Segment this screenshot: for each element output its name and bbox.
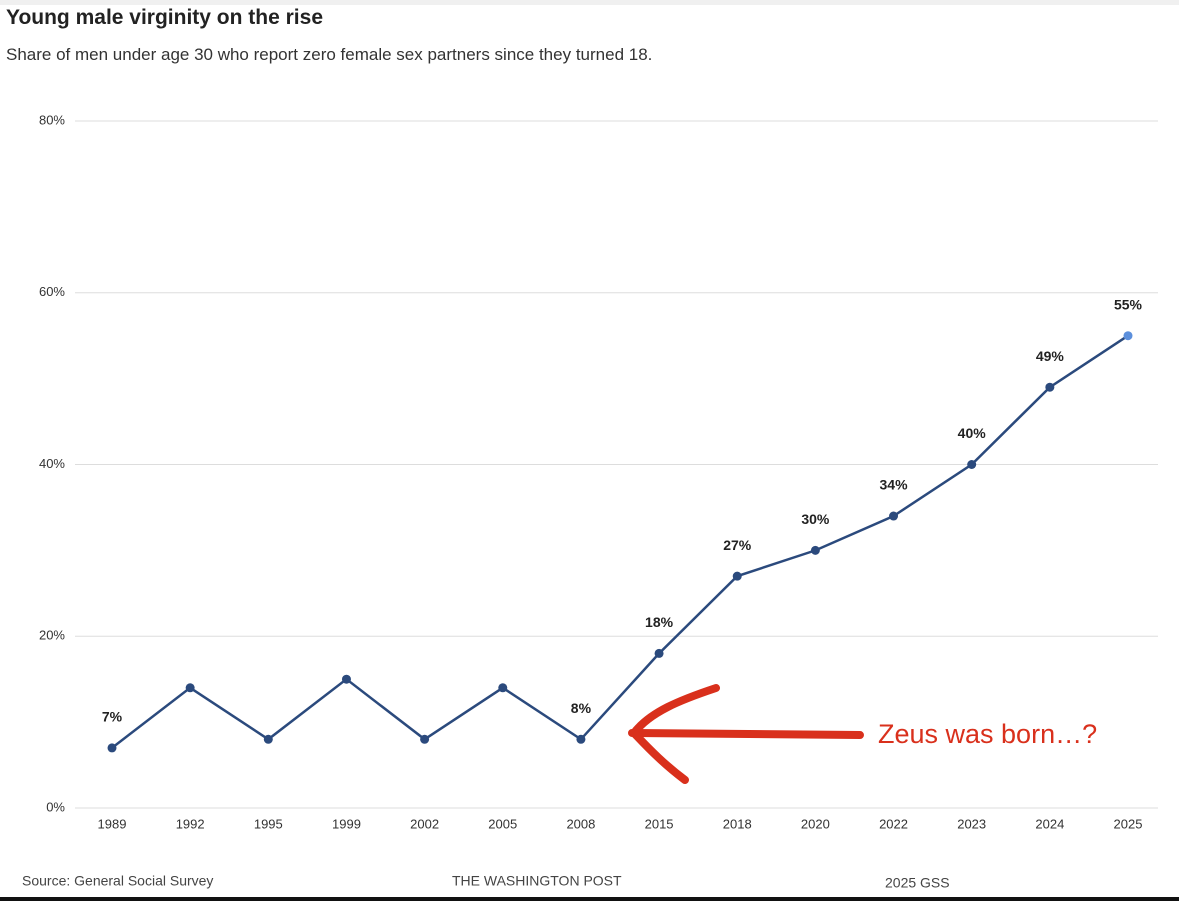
y-tick-label: 0% [46, 799, 65, 814]
source: Source: General Social Survey [22, 873, 213, 889]
data-point [732, 571, 742, 581]
y-tick-label: 60% [39, 284, 65, 299]
arrow-shaft [628, 729, 864, 739]
x-tick-label: 1999 [332, 816, 361, 831]
data-point [967, 460, 977, 469]
value-label: 55% [1114, 296, 1143, 312]
data-point [576, 734, 586, 744]
publisher: THE WASHINGTON POST [452, 873, 622, 889]
x-tick-label: 2015 [645, 816, 674, 831]
x-tick-label: 2022 [879, 816, 908, 831]
value-label: 40% [958, 425, 987, 441]
data-point [810, 545, 820, 555]
data-point [889, 511, 899, 521]
value-label: 30% [801, 511, 830, 527]
arrow [628, 684, 864, 784]
data-point [1123, 331, 1133, 341]
x-tick-label: 2024 [1035, 816, 1064, 831]
top-band [0, 0, 1179, 5]
x-tick-label: 2002 [410, 816, 439, 831]
x-tick-label: 2005 [488, 816, 517, 831]
x-tick-label: 2023 [957, 816, 986, 831]
data-point [263, 734, 273, 744]
arrow-head-upper [630, 684, 720, 737]
data-point [1045, 382, 1055, 392]
value-label: 27% [723, 537, 752, 553]
data-point [341, 674, 351, 684]
data-point [185, 683, 195, 693]
data-line [111, 334, 1129, 749]
arrow-head-lower [630, 729, 689, 784]
data-point [107, 743, 117, 753]
chart-subtitle: Share of men under age 30 who report zer… [6, 45, 653, 64]
annotation: Zeus was born…? [878, 719, 1097, 749]
x-tick-label: 1989 [98, 816, 127, 831]
x-tick-label: 1995 [254, 816, 283, 831]
x-tick-label: 2025 [1114, 816, 1143, 831]
y-tick-label: 80% [39, 112, 65, 127]
value-label: 18% [645, 614, 674, 630]
x-tick-label: 2018 [723, 816, 752, 831]
data-point [498, 683, 508, 693]
value-label: 34% [880, 477, 909, 493]
y-tick-label: 40% [39, 456, 65, 471]
value-label: 49% [1036, 348, 1065, 364]
data-point [420, 734, 430, 744]
data-point [654, 648, 664, 658]
x-tick-label: 2020 [801, 816, 830, 831]
x-tick-label: 1992 [176, 816, 205, 831]
note: 2025 GSS [885, 875, 950, 891]
value-label: 8% [571, 700, 592, 716]
value-label: 7% [102, 709, 123, 725]
x-tick-label: 2008 [566, 816, 595, 831]
chart-title: Young male virginity on the rise [6, 6, 323, 29]
y-tick-label: 20% [39, 628, 65, 643]
